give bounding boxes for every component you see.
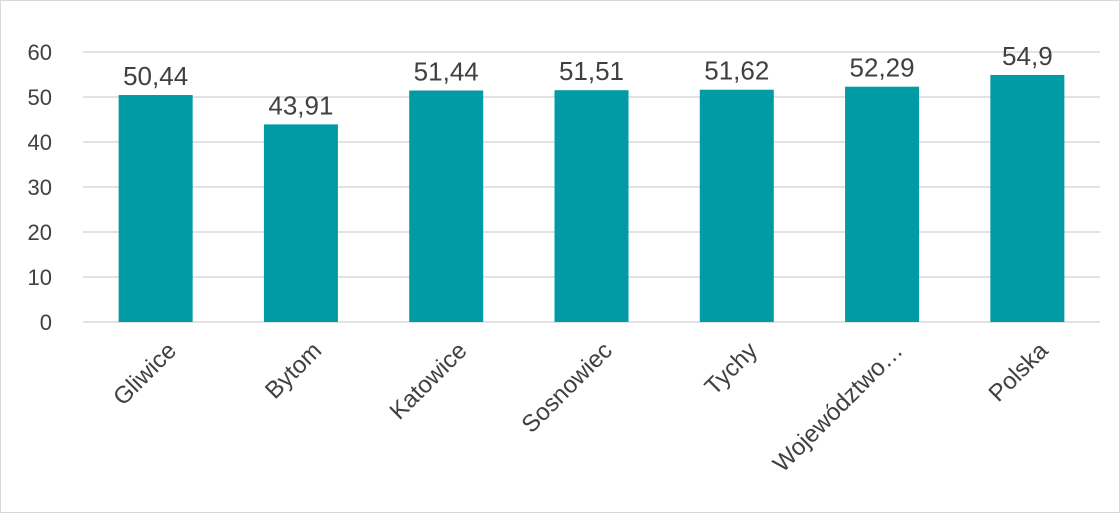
data-label: 52,29	[850, 53, 915, 83]
data-label: 51,44	[414, 57, 479, 87]
bar-województwo-	[845, 86, 920, 322]
y-tick-label: 50	[28, 85, 52, 110]
data-label: 50,44	[123, 61, 188, 91]
bar-sosnowiec	[554, 90, 629, 322]
data-label: 43,91	[268, 90, 333, 120]
data-labels: 50,44 43,91 51,44 51,51 51,62 52,29 54,9	[123, 41, 1053, 120]
y-tick-label: 10	[28, 265, 52, 290]
y-axis-tick-labels: 0 10 20 30 40 50 60	[28, 40, 52, 335]
category-labels: Gliwice Bytom Katowice Sosnowiec Tychy Wojewó…	[108, 337, 1054, 478]
y-tick-label: 30	[28, 175, 52, 200]
bar-polska	[990, 74, 1065, 322]
bar-tychy	[699, 89, 774, 323]
category-label: Bytom	[260, 337, 327, 404]
category-label: Tychy	[700, 337, 763, 400]
bar-gliwice	[118, 95, 193, 323]
bar-bytom	[263, 124, 338, 322]
y-tick-label: 40	[28, 130, 52, 155]
category-label: Sosnowiec	[517, 337, 618, 438]
category-label: Województwo…	[768, 337, 908, 477]
y-tick-label: 60	[28, 40, 52, 65]
category-label: Katowice	[384, 337, 472, 425]
data-label: 51,51	[559, 56, 624, 86]
category-label: Gliwice	[108, 337, 182, 411]
bar-katowice	[409, 90, 484, 323]
y-tick-label: 0	[40, 310, 52, 335]
category-label: Polska	[984, 337, 1054, 407]
data-label: 54,9	[1002, 41, 1053, 71]
data-label: 51,62	[704, 56, 769, 86]
bars	[118, 74, 1065, 323]
y-tick-label: 20	[28, 220, 52, 245]
